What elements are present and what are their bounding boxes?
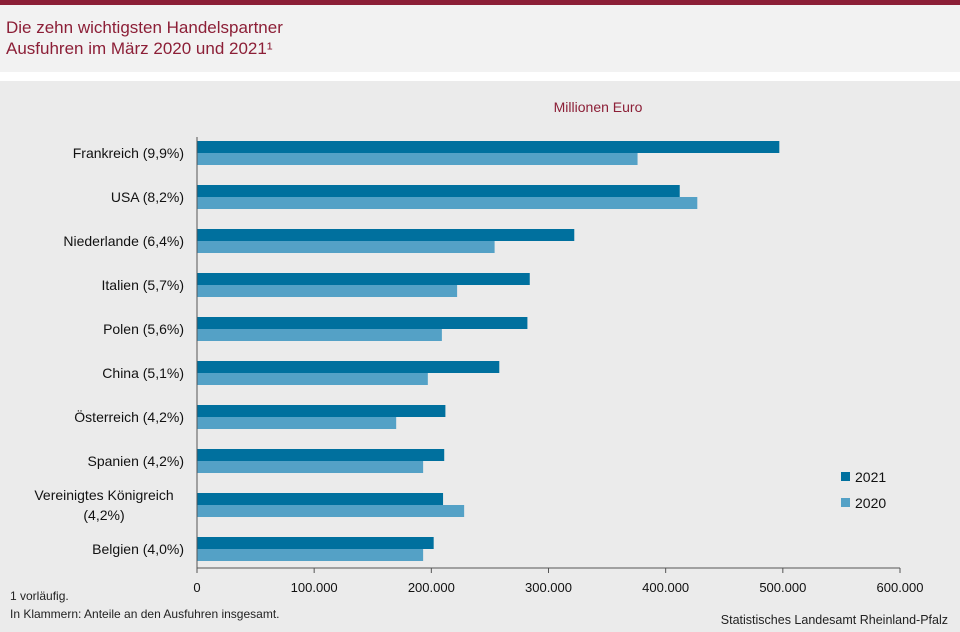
x-axis: 0 100.000 200.000 300.000 400.000 500.000 600.… (193, 137, 924, 595)
bars-group (197, 141, 780, 561)
chart-area (0, 81, 960, 632)
x-tick-label: 400.000 (642, 580, 689, 595)
bar-2021 (197, 449, 445, 461)
title-area: Die zehn wichtigsten Handelspartner Ausf… (0, 5, 960, 72)
x-tick-label: 200.000 (408, 580, 455, 595)
legend: 2021 2020 (841, 469, 886, 511)
bar-2020 (197, 461, 424, 473)
category-label: Niederlande (6,4%) (63, 233, 184, 249)
category-labels: Frankreich (9,9%) USA (8,2%) Niederlande (… (34, 145, 184, 557)
bar-2021 (197, 229, 575, 241)
legend-label-2021: 2021 (855, 469, 886, 485)
bar-2020 (197, 417, 397, 429)
top-accent-rule (0, 0, 960, 5)
bar-2021 (197, 361, 500, 373)
category-label: China (5,1%) (102, 365, 184, 381)
bar-2020 (197, 505, 465, 517)
category-label: (4,2%) (83, 507, 124, 523)
x-tick-label: 300.000 (525, 580, 572, 595)
category-label: Vereinigtes Königreich (34, 487, 173, 503)
x-tick-label: 0 (193, 580, 200, 595)
footnote-shares: In Klammern: Anteile an den Ausfuhren in… (10, 607, 280, 621)
bar-2020 (197, 197, 698, 209)
source-credit: Statistisches Landesamt Rheinland-Pfalz (720, 613, 948, 627)
bar-2020 (197, 153, 638, 165)
bar-2020 (197, 329, 442, 341)
category-label: Österreich (4,2%) (74, 408, 184, 425)
footnote-preliminary: 1 vorläufig. (10, 589, 69, 603)
category-label: USA (8,2%) (111, 189, 184, 205)
bar-2020 (197, 285, 458, 297)
legend-swatch-2021 (841, 472, 850, 481)
bar-2021 (197, 317, 528, 329)
category-label: Polen (5,6%) (103, 321, 184, 337)
bar-2021 (197, 185, 680, 197)
x-tick-label: 500.000 (759, 580, 806, 595)
chart-subtitle: Ausfuhren im März 2020 und 2021¹ (6, 39, 273, 58)
legend-label-2020: 2020 (855, 495, 886, 511)
bar-2021 (197, 493, 444, 505)
bar-2020 (197, 549, 424, 561)
category-label: Italien (5,7%) (102, 277, 184, 293)
category-label: Belgien (4,0%) (92, 541, 184, 557)
unit-label: Millionen Euro (554, 99, 643, 115)
x-tick-label: 600.000 (877, 580, 924, 595)
bar-2020 (197, 241, 495, 253)
chart-title: Die zehn wichtigsten Handelspartner (6, 18, 283, 37)
x-tick-label: 100.000 (291, 580, 338, 595)
legend-swatch-2020 (841, 498, 850, 507)
bar-2021 (197, 273, 530, 285)
category-label: Spanien (4,2%) (87, 453, 184, 469)
bar-2020 (197, 373, 428, 385)
title-divider (0, 72, 960, 81)
bar-2021 (197, 537, 434, 549)
category-label: Frankreich (9,9%) (73, 145, 184, 161)
bar-2021 (197, 405, 446, 417)
bar-2021 (197, 141, 780, 153)
